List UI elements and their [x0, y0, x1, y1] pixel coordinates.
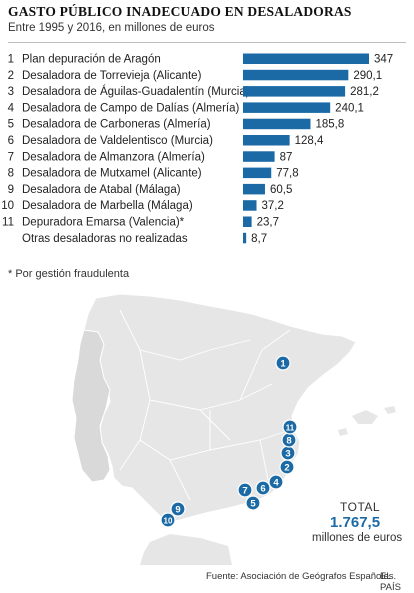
map-marker-label: 1 [280, 358, 286, 369]
value-label: 23,7 [257, 217, 279, 229]
region-borders [119, 309, 291, 501]
africa-coast [140, 534, 232, 565]
value-label: 87 [280, 151, 293, 163]
bar [243, 167, 272, 179]
row-number: 4 [8, 102, 15, 114]
value-label: 60,5 [270, 184, 292, 196]
title-divider [8, 42, 406, 43]
bar [243, 183, 265, 195]
value-label: 290,1 [353, 70, 382, 82]
total-value: 1.767,5 [330, 514, 381, 531]
value-label: 37,2 [262, 200, 284, 212]
row-number: 11 [2, 217, 14, 229]
map-marker-label: 11 [286, 423, 295, 432]
category-label: Desaladora de Marbella (Málaga) [22, 200, 193, 212]
row-number: 6 [8, 135, 14, 147]
publisher-brand: EL PAÍS [380, 571, 401, 593]
category-label: Otras desaladoras no realizadas [22, 233, 188, 245]
map-marker [245, 495, 261, 511]
bar [243, 102, 331, 113]
bar [243, 232, 247, 244]
total-label: TOTAL [340, 500, 381, 514]
category-label: Desaladora de Carboneras (Almería) [22, 119, 211, 131]
map-marker [237, 482, 253, 498]
row-number: 2 [8, 70, 14, 82]
total-unit: millones de euros [312, 532, 403, 544]
category-label: Desaladora de Atabal (Málaga) [22, 184, 181, 196]
row-number: 9 [8, 184, 14, 196]
map-marker-label: 9 [175, 504, 180, 515]
peninsula-shape [83, 293, 357, 523]
value-label: 128,4 [295, 135, 324, 147]
map-marker-label: 4 [273, 477, 279, 488]
balearic-islands [338, 406, 396, 436]
bar [243, 216, 252, 227]
bar [243, 118, 311, 130]
map-marker-label: 8 [286, 435, 291, 446]
value-label: 240,1 [335, 102, 364, 114]
row-number: 7 [8, 151, 14, 163]
map-marker [268, 474, 284, 490]
value-label: 77,8 [276, 168, 298, 180]
category-label: Desaladora de Águilas-Guadalentín (Murci… [22, 85, 250, 98]
map-marker-label: 10 [164, 516, 173, 525]
value-label: 281,2 [350, 86, 379, 98]
map-marker [170, 501, 186, 517]
category-label: Desaladora de Torrevieja (Alicante) [22, 70, 202, 82]
source-note: Fuente: Asociación de Geógrafos Españole… [206, 571, 397, 582]
site-markers: 1 2 3 4 56 7 8 910 11 [160, 355, 298, 528]
map-marker-label: 3 [285, 448, 290, 459]
row-number: 5 [8, 119, 14, 131]
portugal-shape [71, 329, 111, 483]
bar [243, 53, 369, 64]
bar [243, 200, 257, 211]
footnote: * Por gestión fraudulenta [8, 268, 130, 280]
map-marker-label: 6 [260, 483, 265, 494]
category-label: Desaladora de Valdelentisco (Murcia) [22, 135, 213, 147]
value-label: 185,8 [315, 119, 344, 131]
map-marker [160, 512, 176, 528]
map-marker [282, 419, 298, 435]
row-number: 1 [8, 54, 14, 66]
row-number: 10 [1, 200, 14, 212]
map-marker-label: 2 [284, 462, 289, 473]
bar [243, 69, 349, 81]
value-label: 347 [374, 54, 393, 66]
row-number: 8 [8, 168, 14, 180]
map-marker-label: 5 [250, 498, 256, 509]
chart-subtitle: Entre 1995 y 2016, en millones de euros [8, 22, 215, 34]
category-label: Desaladora de Campo de Dalías (Almería) [22, 102, 239, 114]
map-marker [275, 355, 291, 371]
bar [243, 135, 290, 146]
map-marker [255, 480, 271, 496]
category-label: Plan depuración de Aragón [22, 54, 161, 66]
bar [243, 151, 275, 162]
category-label: Depuradora Emarsa (Valencia)* [22, 217, 185, 229]
bar [243, 86, 346, 97]
category-label: Desaladora de Mutxamel (Alicante) [22, 168, 202, 180]
spain-map: 1 2 3 4 56 7 8 910 11 [71, 293, 396, 565]
map-marker-label: 7 [242, 485, 247, 496]
row-number: 3 [8, 86, 14, 98]
value-label: 8,7 [251, 233, 267, 245]
chart-title: GASTO PÚBLICO INADECUADO EN DESALADORAS [8, 4, 352, 19]
category-label: Desaladora de Almanzora (Almería) [22, 151, 205, 163]
